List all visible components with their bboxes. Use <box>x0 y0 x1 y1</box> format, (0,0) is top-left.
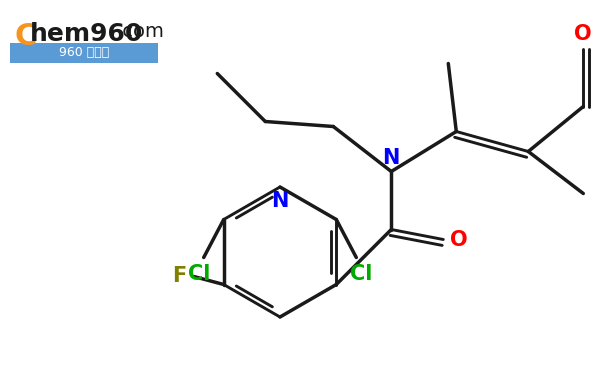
Text: 960 化工网: 960 化工网 <box>59 46 109 60</box>
Text: N: N <box>382 147 400 168</box>
Text: O: O <box>451 230 468 249</box>
Text: hem960: hem960 <box>30 22 143 46</box>
Text: N: N <box>271 191 289 211</box>
Text: F: F <box>172 267 187 286</box>
Text: O: O <box>575 24 592 45</box>
Text: Cl: Cl <box>188 264 210 284</box>
Bar <box>10 43 158 63</box>
Text: Cl: Cl <box>350 264 373 284</box>
Text: .com: .com <box>117 22 165 41</box>
Text: C: C <box>14 22 36 51</box>
